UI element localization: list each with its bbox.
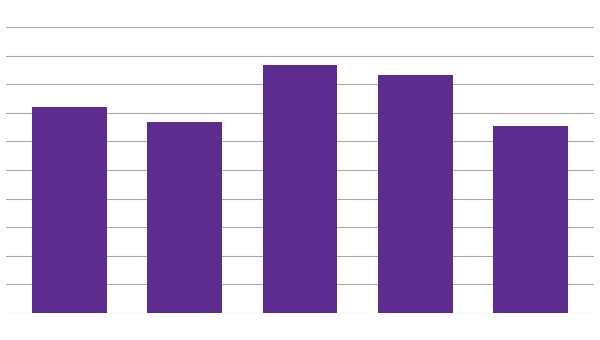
- Bar: [263, 65, 337, 313]
- Bar: [32, 106, 107, 313]
- Bar: [378, 75, 453, 313]
- Bar: [147, 122, 222, 313]
- Bar: [493, 125, 568, 313]
